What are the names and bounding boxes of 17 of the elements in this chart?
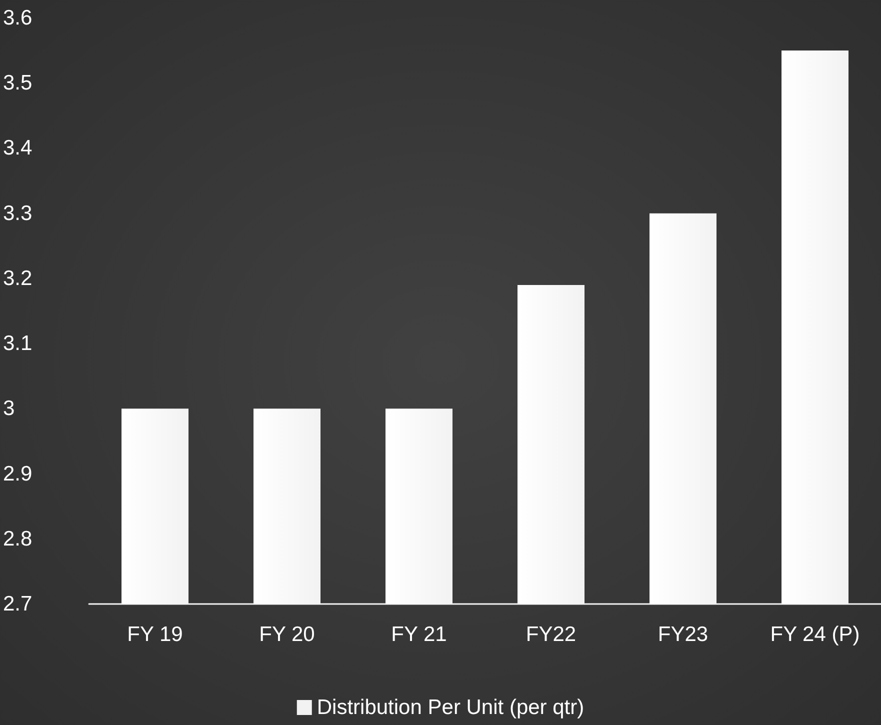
y-tick-label: 3.2 — [3, 266, 32, 290]
y-tick-label: 3 — [3, 397, 15, 420]
x-tick-label: FY23 — [658, 623, 708, 646]
y-tick-label: 3.5 — [3, 72, 32, 95]
legend-label: Distribution Per Unit (per qtr) — [316, 696, 584, 719]
y-tick-label: 3.3 — [3, 202, 32, 225]
y-tick-label: 3.4 — [3, 136, 33, 160]
y-tick-label: 2.8 — [3, 527, 32, 550]
y-tick-label: 2.9 — [3, 462, 32, 486]
x-tick-label: FY 20 — [259, 623, 315, 646]
x-tick-label: FY 19 — [127, 623, 183, 646]
y-tick-label: 2.7 — [3, 592, 32, 616]
x-tick-label: FY 24 (P) — [770, 623, 860, 646]
x-tick-label: FY 21 — [391, 623, 447, 646]
y-tick-label: 3.1 — [3, 332, 32, 356]
y-tick-label: 3.6 — [3, 6, 32, 30]
x-tick-label: FY22 — [526, 623, 576, 646]
